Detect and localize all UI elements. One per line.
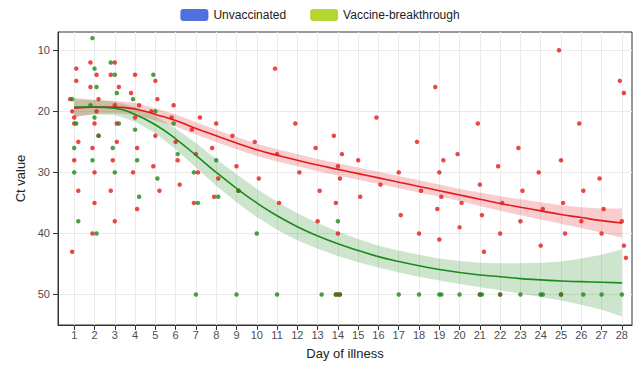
svg-text:Vaccine-breakthrough: Vaccine-breakthrough: [343, 8, 460, 22]
svg-text:22: 22: [494, 329, 506, 341]
svg-text:14: 14: [332, 329, 344, 341]
svg-text:Day of illness: Day of illness: [306, 346, 384, 361]
svg-text:1: 1: [71, 329, 77, 341]
svg-text:6: 6: [173, 329, 179, 341]
svg-text:23: 23: [514, 329, 526, 341]
svg-text:13: 13: [311, 329, 323, 341]
svg-text:9: 9: [233, 329, 239, 341]
svg-text:2: 2: [91, 329, 97, 341]
svg-text:11: 11: [271, 329, 282, 341]
svg-text:28: 28: [616, 329, 628, 341]
svg-text:5: 5: [152, 329, 158, 341]
svg-text:50: 50: [38, 288, 50, 300]
svg-text:12: 12: [291, 329, 303, 341]
svg-text:Ct value: Ct value: [13, 155, 28, 203]
svg-text:Unvaccinated: Unvaccinated: [213, 8, 286, 22]
svg-text:30: 30: [38, 166, 50, 178]
svg-text:8: 8: [213, 329, 219, 341]
svg-text:20: 20: [453, 329, 465, 341]
svg-text:10: 10: [38, 44, 50, 56]
svg-text:21: 21: [474, 329, 486, 341]
svg-text:26: 26: [575, 329, 587, 341]
svg-text:40: 40: [38, 227, 50, 239]
svg-text:17: 17: [393, 329, 405, 341]
svg-text:3: 3: [112, 329, 118, 341]
svg-text:4: 4: [132, 329, 138, 341]
svg-text:25: 25: [555, 329, 567, 341]
svg-text:19: 19: [433, 329, 445, 341]
svg-text:27: 27: [595, 329, 607, 341]
svg-text:24: 24: [535, 329, 547, 341]
svg-text:7: 7: [193, 329, 199, 341]
svg-text:10: 10: [251, 329, 263, 341]
svg-text:15: 15: [352, 329, 364, 341]
svg-text:18: 18: [413, 329, 425, 341]
svg-text:20: 20: [38, 105, 50, 117]
svg-text:16: 16: [372, 329, 384, 341]
